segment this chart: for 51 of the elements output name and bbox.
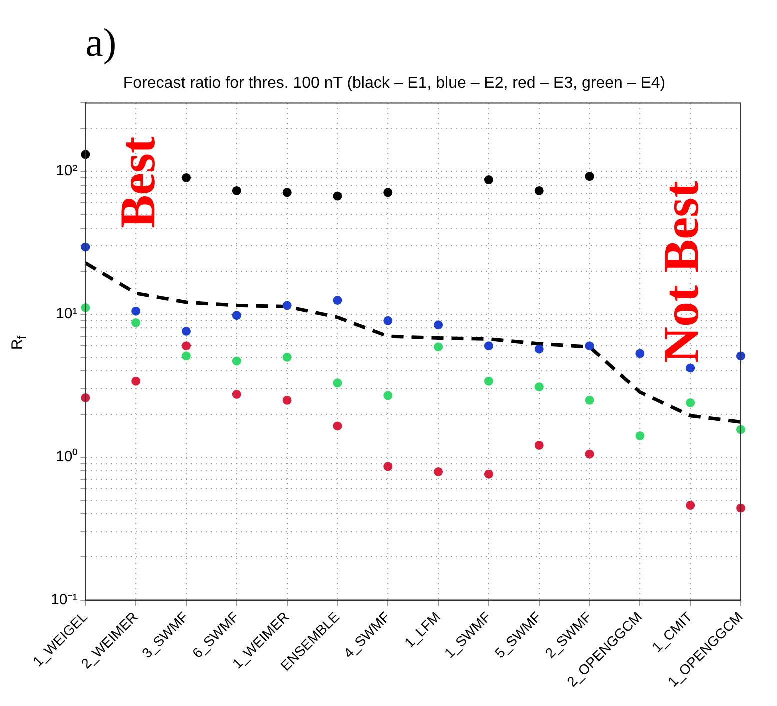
point bbox=[686, 398, 696, 408]
point bbox=[636, 349, 645, 358]
point bbox=[534, 344, 544, 354]
y-tick-label: 10¹ bbox=[56, 305, 78, 322]
point bbox=[182, 173, 191, 182]
y-tick-label: 10⁰ bbox=[56, 448, 78, 466]
point bbox=[232, 311, 242, 320]
point bbox=[484, 470, 494, 479]
point bbox=[585, 450, 594, 459]
point bbox=[585, 342, 594, 351]
point bbox=[132, 306, 141, 316]
annotation: Best bbox=[109, 136, 166, 229]
point bbox=[282, 301, 292, 310]
point bbox=[282, 188, 292, 198]
chart-title: Forecast ratio for thres. 100 nT (black – E1, blue – E2, red – E3, green – E4) bbox=[123, 75, 666, 92]
point bbox=[182, 352, 191, 361]
point bbox=[434, 342, 444, 352]
point bbox=[333, 296, 342, 306]
y-tick-label: 10² bbox=[56, 162, 78, 180]
point bbox=[484, 342, 494, 351]
point bbox=[384, 188, 393, 198]
point bbox=[384, 462, 393, 472]
point bbox=[132, 376, 141, 386]
point bbox=[182, 342, 191, 351]
point bbox=[686, 364, 696, 373]
point bbox=[232, 390, 242, 400]
y-tick-label: 10⁻¹ bbox=[50, 591, 78, 608]
point bbox=[484, 176, 494, 185]
text: a) bbox=[86, 20, 117, 65]
point bbox=[182, 326, 191, 336]
point bbox=[534, 440, 544, 450]
point bbox=[534, 382, 544, 392]
point bbox=[484, 376, 494, 386]
point bbox=[434, 320, 444, 330]
point bbox=[686, 501, 696, 510]
point bbox=[636, 431, 645, 440]
point bbox=[434, 467, 444, 476]
annotation: Not Best bbox=[653, 180, 710, 364]
point bbox=[585, 172, 594, 182]
point bbox=[534, 186, 544, 196]
point bbox=[132, 318, 141, 328]
point bbox=[333, 192, 342, 201]
point bbox=[282, 396, 292, 405]
point bbox=[333, 378, 342, 388]
point bbox=[384, 316, 393, 326]
point bbox=[232, 186, 242, 196]
point bbox=[232, 356, 242, 366]
point bbox=[585, 396, 594, 405]
point bbox=[282, 352, 292, 362]
point bbox=[333, 422, 342, 431]
point bbox=[384, 391, 393, 400]
